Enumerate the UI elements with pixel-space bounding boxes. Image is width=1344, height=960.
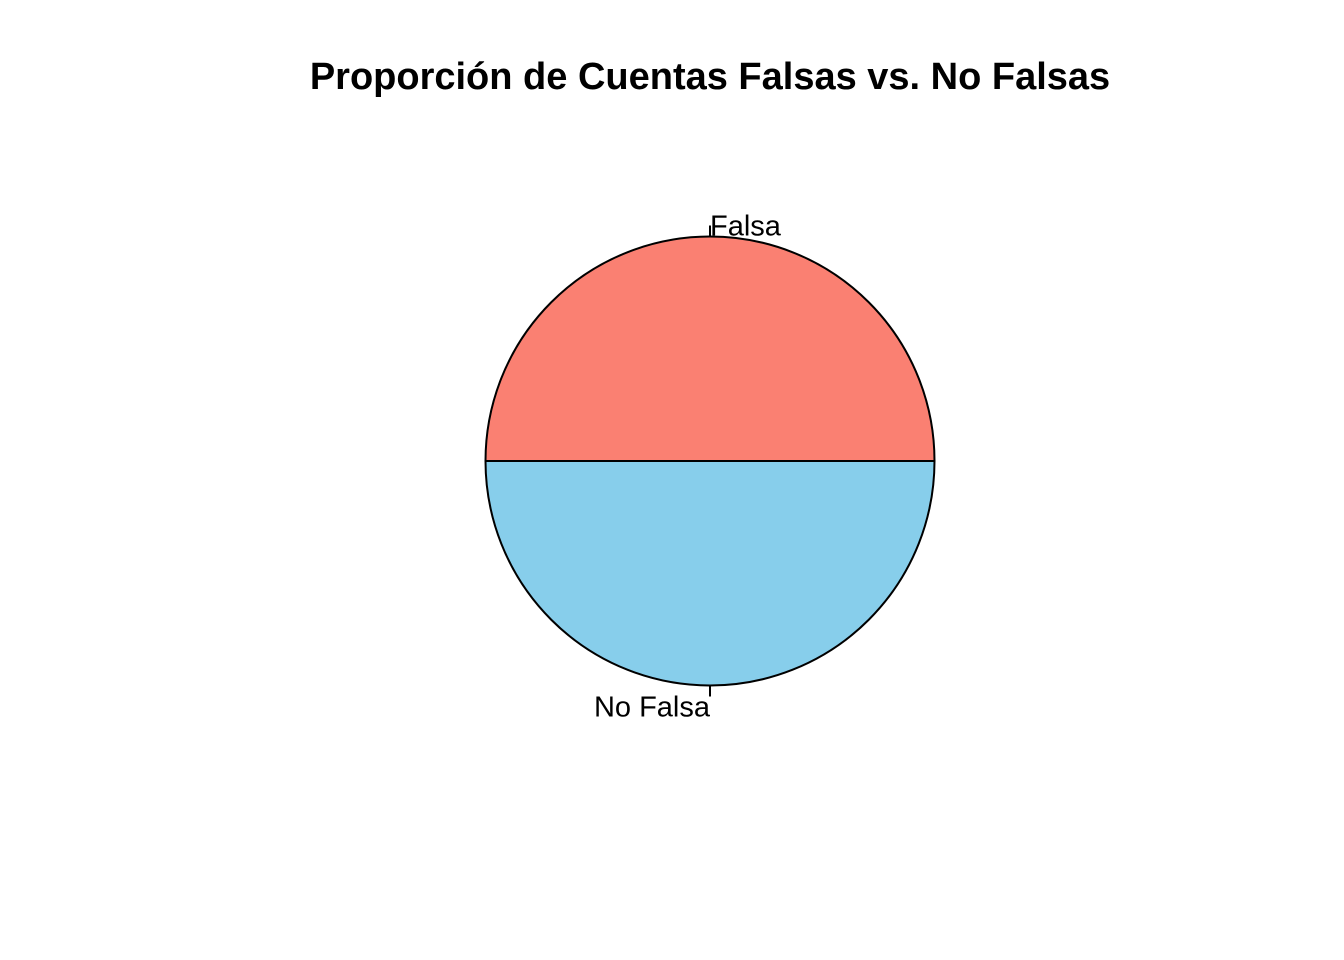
- pie-slices: [484, 235, 936, 687]
- slice-labels: Falsa No Falsa: [594, 211, 782, 724]
- chart-title: Proporción de Cuentas Falsas vs. No Fals…: [309, 56, 1111, 98]
- slice-label: Falsa: [710, 211, 782, 243]
- pie-slice-falsa: [484, 235, 936, 462]
- pie-slice-no-falsa: [484, 460, 936, 687]
- slice-label: No Falsa: [594, 692, 711, 724]
